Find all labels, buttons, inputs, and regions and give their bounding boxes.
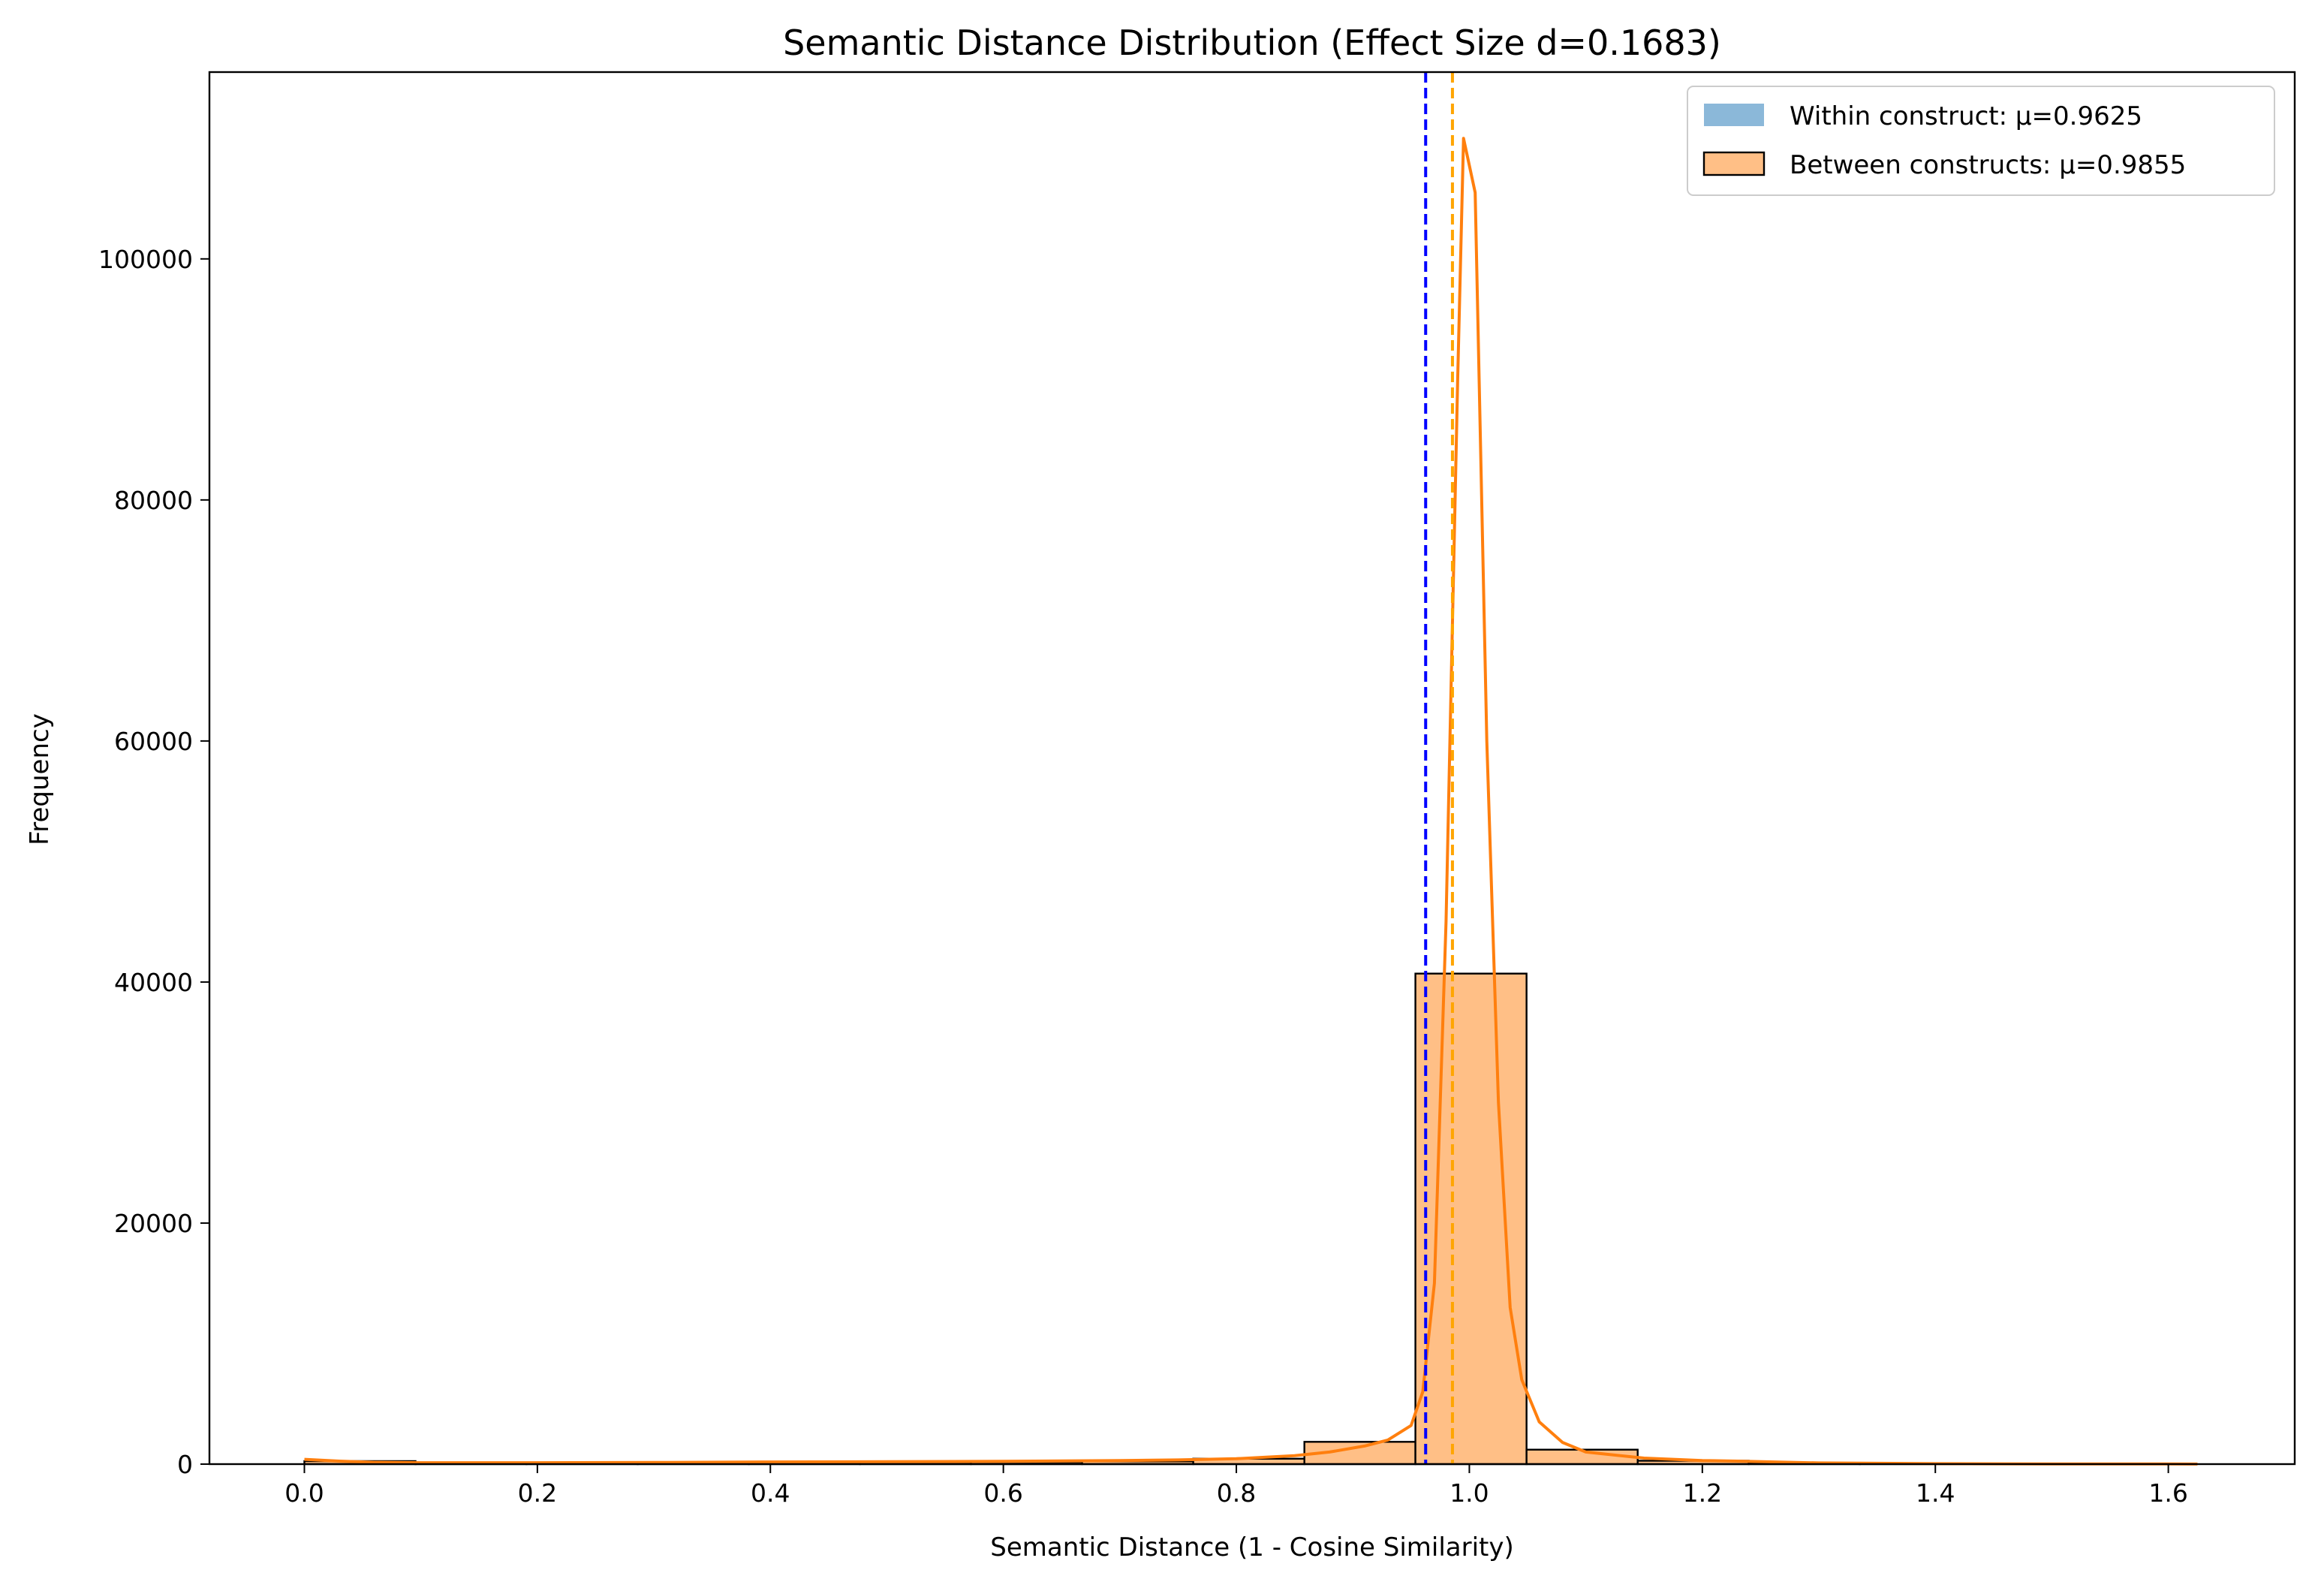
x-tick-label-7: 1.4: [1916, 1478, 1955, 1508]
legend-swatch-between: [1702, 151, 1766, 176]
chart-title: Semantic Distance Distribution (Effect S…: [783, 23, 1721, 63]
plot-frame: [208, 71, 2296, 1466]
legend-frame: [1687, 86, 2275, 196]
x-tick-label-4: 0.8: [1217, 1478, 1256, 1508]
legend-label-between: Between constructs: μ=0.9855: [1790, 150, 2186, 180]
x-axis-ticks: 0.0 0.2 0.4 0.6 0.8 1.0 1.2 1.4 1.6: [284, 1464, 2188, 1508]
y-tick-label-5: 100000: [98, 245, 193, 274]
y-tick-label-1: 20000: [114, 1209, 193, 1238]
x-tick-label-6: 1.2: [1683, 1478, 1722, 1508]
mean-reference-lines: [1424, 72, 1454, 1464]
y-axis-ticks: 0 20000 40000 60000 80000 100000: [98, 245, 209, 1479]
y-tick-label-2: 40000: [114, 968, 193, 997]
y-tick-label-3: 60000: [114, 727, 193, 756]
x-tick-label-2: 0.4: [751, 1478, 790, 1508]
legend: Within construct: μ=0.9625 Between const…: [1687, 86, 2275, 196]
x-tick-label-5: 1.0: [1449, 1478, 1489, 1508]
legend-swatch-within: [1704, 104, 1764, 126]
x-tick-label-1: 0.2: [518, 1478, 557, 1508]
x-tick-label-8: 1.6: [2148, 1478, 2187, 1508]
y-axis-label: Frequency: [25, 713, 55, 845]
histogram-bar-10: [1414, 972, 1528, 1466]
y-tick-label-4: 80000: [114, 486, 193, 515]
x-axis-label: Semantic Distance (1 - Cosine Similarity…: [990, 1532, 1514, 1562]
x-tick-label-3: 0.6: [983, 1478, 1022, 1508]
y-tick-label-0: 0: [177, 1450, 193, 1479]
kde-curve-layer: [304, 137, 2198, 1466]
x-tick-label-0: 0.0: [284, 1478, 324, 1508]
legend-label-within: Within construct: μ=0.9625: [1790, 101, 2142, 131]
kde-curve-between: [304, 137, 2198, 1466]
